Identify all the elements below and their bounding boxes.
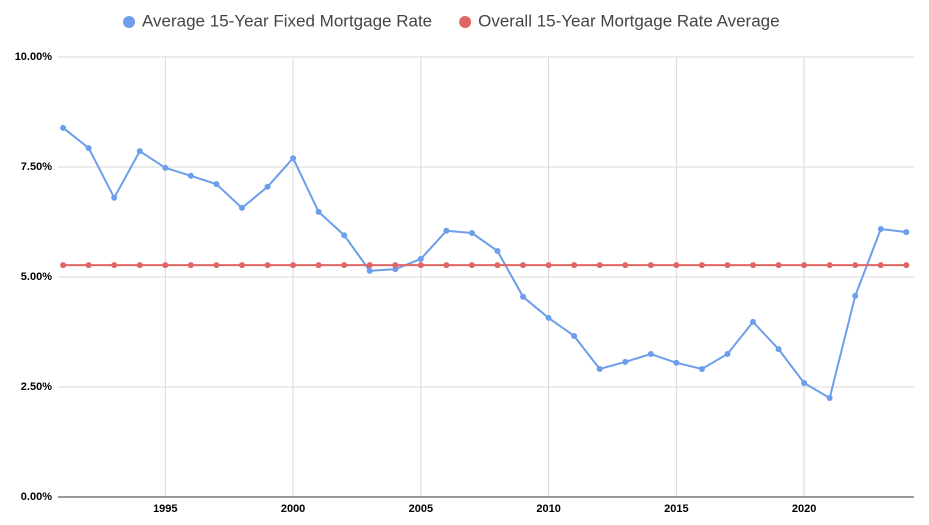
data-point <box>826 395 833 401</box>
data-point <box>622 358 629 365</box>
data-point <box>903 229 910 236</box>
data-point <box>750 318 757 325</box>
x-tick-label: 2010 <box>536 503 560 515</box>
data-point <box>315 262 322 269</box>
data-point <box>264 262 271 269</box>
y-tick-label: 5.00% <box>21 271 52 283</box>
data-point <box>238 204 245 211</box>
data-point <box>724 351 731 357</box>
data-point <box>520 262 527 269</box>
y-tick-label: 7.50% <box>21 161 52 173</box>
data-point <box>596 262 603 269</box>
x-tick-label: 2015 <box>664 503 688 515</box>
data-point <box>85 262 92 269</box>
data-point <box>673 359 680 366</box>
data-point <box>852 262 859 269</box>
data-point <box>903 262 910 269</box>
data-point <box>136 262 143 269</box>
data-point <box>698 262 705 269</box>
y-tick-label: 0.00% <box>21 491 52 503</box>
data-point <box>647 351 654 357</box>
data-point <box>366 267 373 274</box>
data-point <box>545 314 552 321</box>
data-point <box>60 262 67 269</box>
y-tick-label: 10.00% <box>15 51 53 63</box>
data-point <box>750 262 757 269</box>
data-point <box>60 124 67 131</box>
data-point <box>341 262 348 269</box>
series-line <box>62 127 907 400</box>
data-point <box>545 262 552 269</box>
data-point <box>238 262 245 269</box>
data-point <box>392 262 399 269</box>
data-point <box>826 262 833 269</box>
data-point <box>315 208 322 215</box>
data-point <box>647 262 654 269</box>
data-point <box>290 155 297 162</box>
data-point <box>877 226 884 233</box>
data-point <box>596 365 603 372</box>
x-tick-label: 1995 <box>153 503 177 515</box>
data-point <box>520 293 527 300</box>
data-point <box>571 262 578 269</box>
data-point <box>494 248 501 255</box>
data-point <box>213 181 220 188</box>
data-point <box>443 262 450 269</box>
data-point <box>162 164 169 171</box>
data-point <box>187 172 194 179</box>
data-point <box>622 262 629 269</box>
data-point <box>111 194 118 201</box>
legend-label: Average 15-Year Fixed Mortgage Rate <box>142 11 432 30</box>
data-point <box>877 262 884 269</box>
data-point <box>187 262 194 269</box>
data-point <box>698 365 705 372</box>
x-tick-label: 2005 <box>409 503 433 515</box>
x-tick-label: 2020 <box>792 503 816 515</box>
data-point <box>111 262 118 269</box>
data-point <box>136 148 143 155</box>
data-point <box>775 262 782 269</box>
data-point <box>162 262 169 269</box>
data-point <box>290 262 297 269</box>
y-tick-label: 2.50% <box>21 381 52 393</box>
data-point <box>468 262 475 269</box>
data-point <box>852 292 859 299</box>
data-point <box>366 262 373 269</box>
data-point <box>571 332 578 339</box>
data-point <box>494 262 501 269</box>
data-point <box>801 380 808 387</box>
legend-marker <box>459 16 472 28</box>
data-point <box>264 183 271 190</box>
legend-label: Overall 15-Year Mortgage Rate Average <box>478 11 779 30</box>
data-point <box>468 230 475 236</box>
data-point <box>775 346 782 353</box>
data-point <box>417 255 424 262</box>
legend-marker <box>123 16 135 28</box>
data-point <box>213 262 220 269</box>
x-tick-label: 2000 <box>281 503 305 515</box>
data-point <box>801 262 808 269</box>
data-point <box>341 232 348 239</box>
data-point <box>417 262 424 269</box>
data-point <box>673 262 680 269</box>
data-point <box>724 262 731 269</box>
data-point <box>85 145 92 152</box>
data-point <box>443 227 450 234</box>
